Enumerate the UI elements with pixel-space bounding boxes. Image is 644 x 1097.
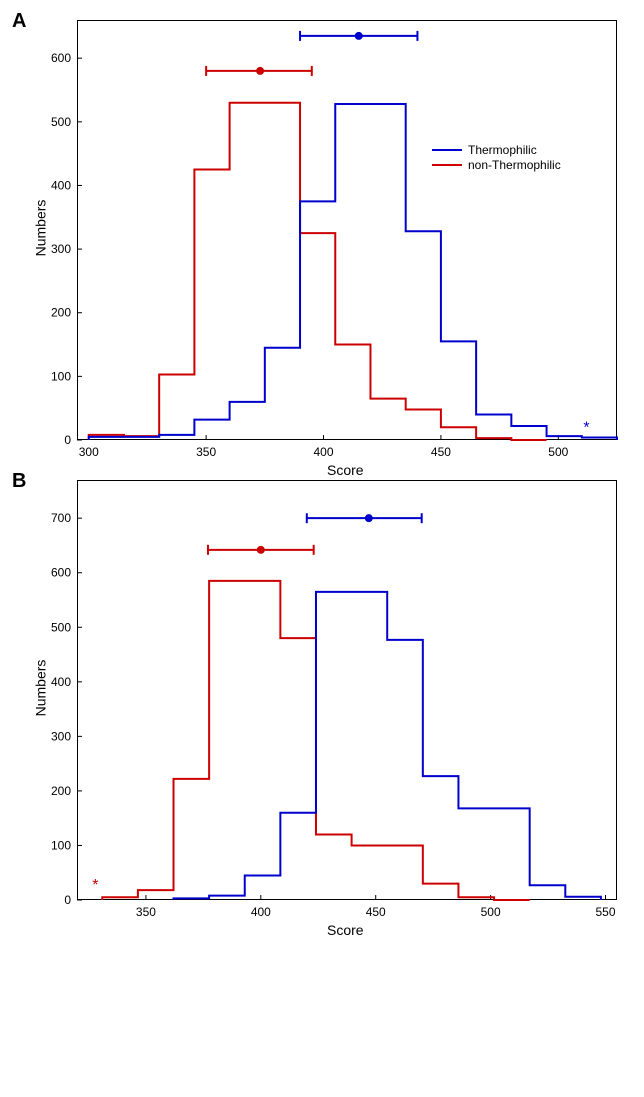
svg-text:100: 100 <box>51 838 71 852</box>
svg-text:500: 500 <box>51 115 71 129</box>
svg-text:300: 300 <box>51 729 71 743</box>
svg-text:400: 400 <box>251 905 271 919</box>
svg-text:400: 400 <box>51 178 71 192</box>
svg-text:400: 400 <box>51 675 71 689</box>
svg-text:600: 600 <box>51 51 71 65</box>
svg-text:600: 600 <box>51 566 71 580</box>
svg-text:500: 500 <box>548 445 568 459</box>
svg-text:450: 450 <box>366 905 386 919</box>
legend-a: Thermophilicnon-Thermophilic <box>428 138 565 177</box>
svg-text:350: 350 <box>136 905 156 919</box>
svg-text:0: 0 <box>64 893 71 907</box>
xlabel-a: Score <box>327 462 364 478</box>
legend-item: Thermophilic <box>432 143 561 157</box>
svg-text:200: 200 <box>51 784 71 798</box>
svg-text:*: * <box>92 877 98 894</box>
panel-label-b: B <box>12 470 26 493</box>
ylabel-a: Numbers <box>32 200 48 257</box>
svg-text:100: 100 <box>51 369 71 383</box>
svg-text:300: 300 <box>79 445 99 459</box>
svg-text:350: 350 <box>196 445 216 459</box>
panel-label-a: A <box>12 10 26 33</box>
ylabel-b: Numbers <box>32 660 48 717</box>
xlabel-b: Score <box>327 922 364 938</box>
svg-text:500: 500 <box>51 620 71 634</box>
chart-a: 3003504004505000100200300400500600* <box>77 20 617 440</box>
svg-text:400: 400 <box>314 445 334 459</box>
svg-text:500: 500 <box>481 905 501 919</box>
svg-text:300: 300 <box>51 242 71 256</box>
panel-b: B 3504004505005500100200300400500600700*… <box>22 480 622 900</box>
svg-text:700: 700 <box>51 511 71 525</box>
panel-a: A 3003504004505000100200300400500600* Th… <box>22 20 622 440</box>
svg-text:*: * <box>583 419 589 436</box>
chart-b: 3504004505005500100200300400500600700* <box>77 480 617 900</box>
svg-text:550: 550 <box>595 905 615 919</box>
svg-text:450: 450 <box>431 445 451 459</box>
svg-text:0: 0 <box>64 433 71 447</box>
legend-item: non-Thermophilic <box>432 158 561 172</box>
svg-text:200: 200 <box>51 306 71 320</box>
